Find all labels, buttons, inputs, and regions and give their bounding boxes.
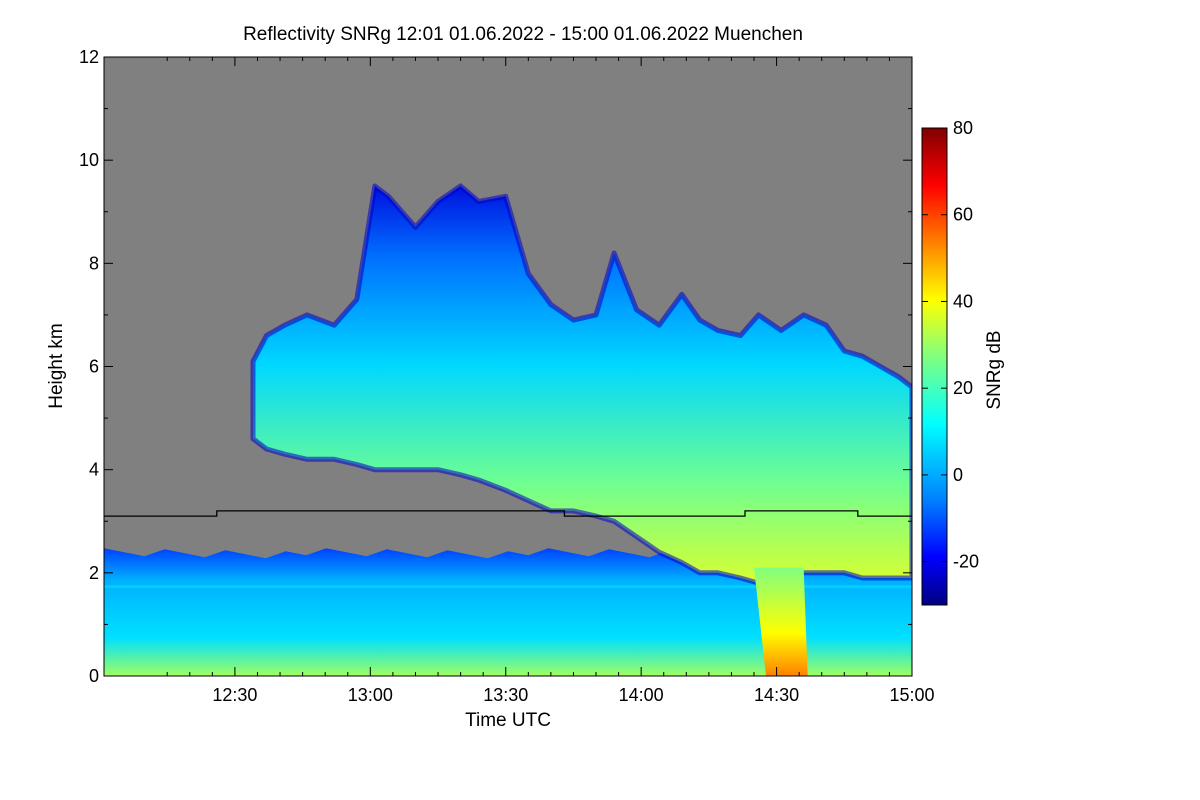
y-tick-label: 6: [89, 357, 99, 377]
colorbar-tick-label: 0: [953, 465, 963, 485]
colorbar-tick-label: 80: [953, 118, 973, 138]
y-axis-label: Height km: [46, 323, 67, 409]
y-tick-label: 2: [89, 563, 99, 583]
colorbar-label: SNRg dB: [984, 330, 1005, 409]
colorbar-tick-label: -20: [953, 552, 979, 572]
black-level-line: [104, 510, 912, 517]
y-tick-label: 4: [89, 460, 99, 480]
cloud-echo: [253, 186, 912, 584]
x-tick-label: 14:00: [619, 685, 664, 705]
boundary-layer-echo: [104, 548, 912, 676]
y-tick-label: 0: [89, 666, 99, 686]
colorbar-tick-label: 20: [953, 378, 973, 398]
chart-title: Reflectivity SNRg 12:01 01.06.2022 - 15:…: [243, 24, 803, 45]
x-tick-label: 13:30: [483, 685, 528, 705]
colorbar-tick-label: 40: [953, 291, 973, 311]
y-tick-label: 10: [79, 150, 99, 170]
x-tick-label: 12:30: [212, 685, 257, 705]
x-tick-label: 13:00: [348, 685, 393, 705]
boundary-layer-top-band: [104, 585, 912, 589]
y-tick-label: 8: [89, 253, 99, 273]
cloud-echo-edge: [250, 183, 912, 586]
colorbar: [921, 127, 948, 606]
colorbar-tick-label: 60: [953, 205, 973, 225]
x-tick-label: 14:30: [754, 685, 799, 705]
y-tick-label: 12: [79, 47, 99, 67]
x-tick-label: 15:00: [889, 685, 934, 705]
precipitation-shaft: [754, 567, 808, 676]
x-axis-label: Time UTC: [465, 710, 551, 731]
